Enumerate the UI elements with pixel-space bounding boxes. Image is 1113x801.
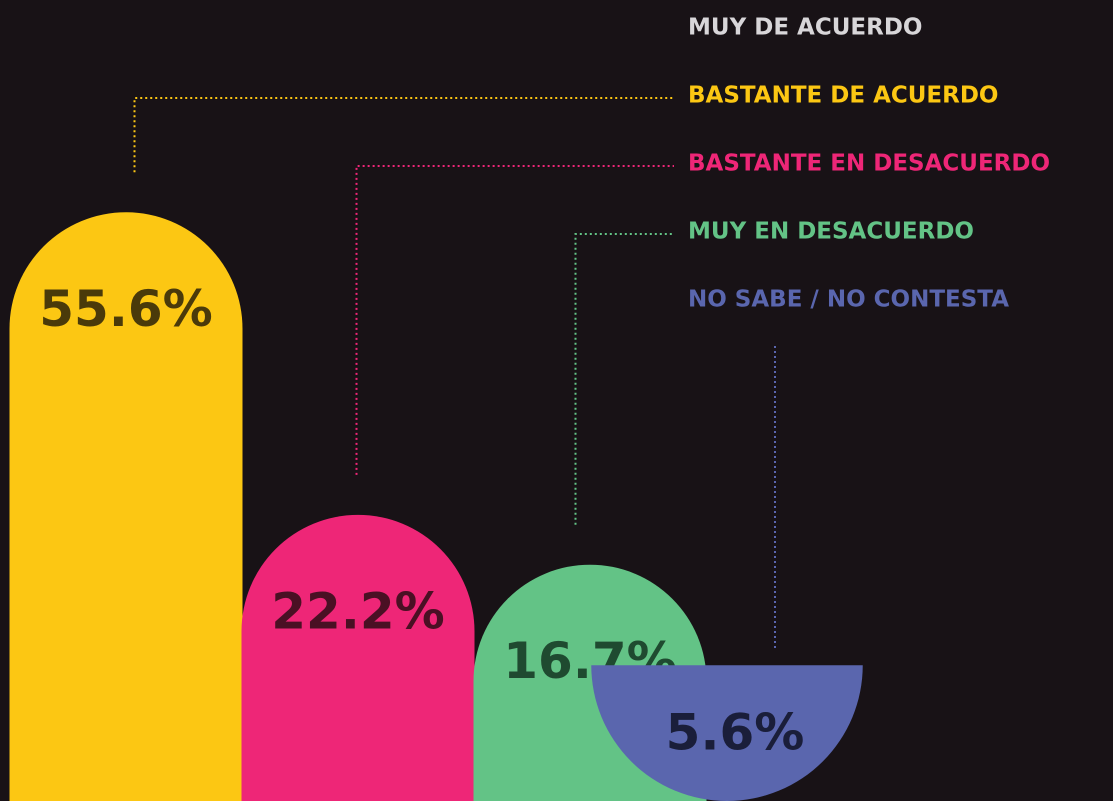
leader-line	[133, 97, 674, 173]
bar	[241, 514, 475, 801]
bar	[9, 212, 243, 801]
value-label: 22.2%	[271, 582, 444, 640]
legend-label: NO SABE / NO CONTESTA	[688, 287, 1009, 313]
legend-label: BASTANTE DE ACUERDO	[688, 83, 999, 109]
value-label: 55.6%	[39, 280, 212, 338]
value-label: 5.6%	[666, 703, 805, 761]
legend-label: MUY DE ACUERDO	[688, 15, 922, 41]
leader-line	[574, 233, 674, 525]
legend-label: MUY EN DESACUERDO	[688, 219, 974, 245]
bar	[591, 665, 863, 801]
legend-label: BASTANTE EN DESACUERDO	[688, 151, 1050, 177]
leader-line	[355, 165, 674, 475]
